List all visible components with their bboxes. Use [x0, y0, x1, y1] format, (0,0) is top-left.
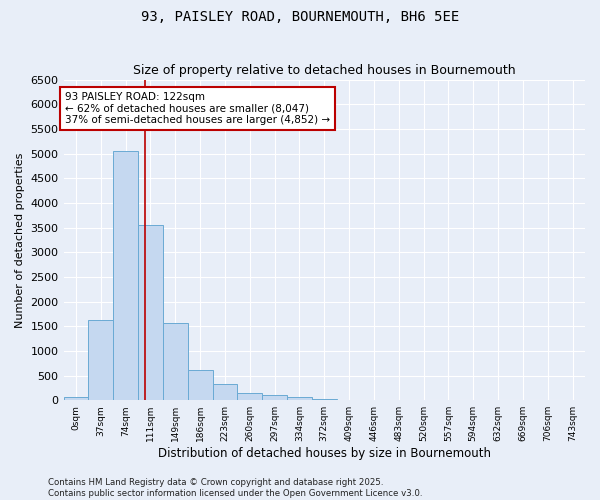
- Text: Contains HM Land Registry data © Crown copyright and database right 2025.
Contai: Contains HM Land Registry data © Crown c…: [48, 478, 422, 498]
- Bar: [262, 395, 287, 400]
- Bar: [287, 397, 312, 400]
- Bar: [188, 370, 212, 400]
- Text: 93, PAISLEY ROAD, BOURNEMOUTH, BH6 5EE: 93, PAISLEY ROAD, BOURNEMOUTH, BH6 5EE: [141, 10, 459, 24]
- Bar: [212, 384, 238, 400]
- Bar: [238, 393, 262, 400]
- Bar: [64, 397, 88, 400]
- Bar: [113, 151, 138, 400]
- Y-axis label: Number of detached properties: Number of detached properties: [15, 152, 25, 328]
- Bar: [88, 320, 113, 400]
- Bar: [163, 324, 188, 400]
- Bar: [312, 398, 337, 400]
- Title: Size of property relative to detached houses in Bournemouth: Size of property relative to detached ho…: [133, 64, 515, 77]
- Bar: [138, 224, 163, 400]
- Text: 93 PAISLEY ROAD: 122sqm
← 62% of detached houses are smaller (8,047)
37% of semi: 93 PAISLEY ROAD: 122sqm ← 62% of detache…: [65, 92, 330, 125]
- X-axis label: Distribution of detached houses by size in Bournemouth: Distribution of detached houses by size …: [158, 447, 491, 460]
